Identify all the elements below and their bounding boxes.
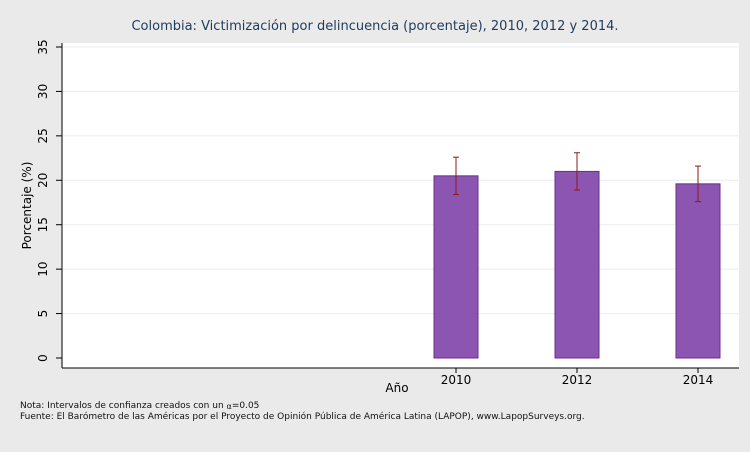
x-axis-label: Año xyxy=(385,381,408,395)
grid-lines xyxy=(63,46,739,315)
x-tick-label: 2010 xyxy=(441,373,472,387)
y-tick-label: 15 xyxy=(36,217,50,232)
error-bars xyxy=(453,152,701,203)
x-ticks: 2010 2012 2014 xyxy=(441,368,714,387)
alpha-value: =0.05 xyxy=(231,401,260,411)
y-ticks: 0 5 10 15 20 25 30 35 xyxy=(36,39,62,362)
y-tick-label: 10 xyxy=(36,262,50,277)
bar-2014 xyxy=(675,183,721,359)
y-tick-label: 30 xyxy=(36,84,50,99)
note-prefix: Nota: Intervalos de confianza creados co… xyxy=(20,401,227,411)
bar-2010 xyxy=(433,175,479,359)
alpha-symbol: α xyxy=(226,402,232,411)
y-tick-label: 0 xyxy=(36,354,50,362)
y-axis-label: Porcentaje (%) xyxy=(20,162,34,250)
chart-title: Colombia: Victimización por delincuencia… xyxy=(131,19,618,34)
x-tick-label: 2012 xyxy=(562,373,593,387)
source-text: Fuente: El Barómetro de las Américas por… xyxy=(20,412,585,422)
x-tick-label: 2014 xyxy=(683,373,714,387)
bars xyxy=(433,170,721,359)
footnotes: Nota: Intervalos de confianza creados co… xyxy=(20,401,585,423)
bar-2012 xyxy=(554,170,600,359)
y-tick-label: 25 xyxy=(36,128,50,143)
y-tick-label: 20 xyxy=(36,173,50,188)
note-text: Nota: Intervalos de confianza creados co… xyxy=(20,401,585,412)
y-tick-label: 35 xyxy=(36,39,50,54)
y-tick-label: 5 xyxy=(36,310,50,318)
